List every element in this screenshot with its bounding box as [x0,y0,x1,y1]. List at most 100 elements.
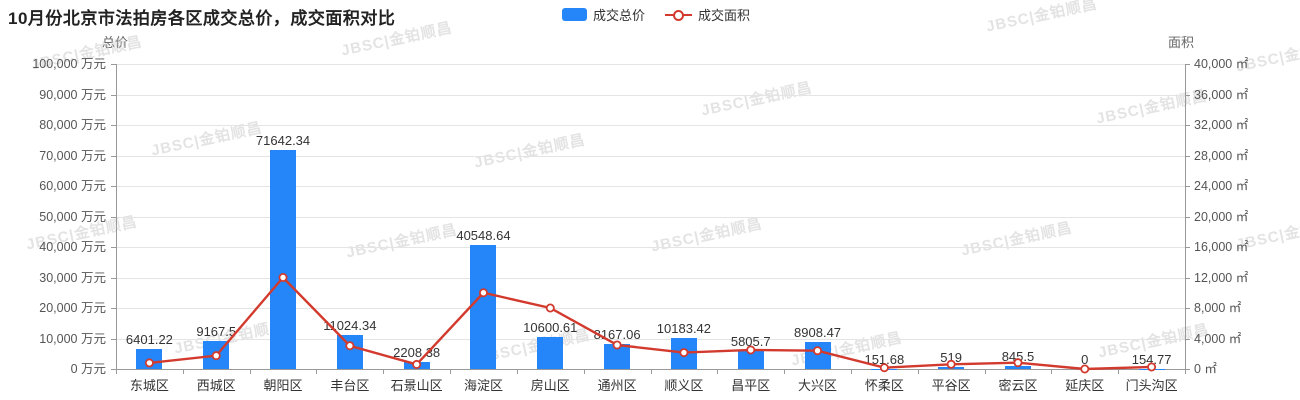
bar-value-label: 10183.42 [656,320,712,336]
bar-value-label: 11024.34 [323,318,377,334]
line-point[interactable] [612,340,622,350]
left-axis-tick-label: 30,000 万元 [39,270,106,285]
x-axis-category-label: 丰台区 [330,378,370,393]
left-axis-tick [111,216,116,218]
bar[interactable] [470,245,497,369]
right-axis-tick-label: 16,000 ㎡ [1194,240,1249,254]
gridline [116,308,1185,309]
gridline [116,155,1185,157]
line-point[interactable] [879,363,889,373]
left-axis-line [116,64,117,369]
legend-label: 成交面积 [698,8,751,23]
left-axis-tick-label: 80,000 万元 [39,118,106,132]
line-point[interactable] [1013,358,1023,368]
legend-label: 成交总价 [593,8,646,23]
left-axis-tick [111,155,116,157]
x-axis-category-label: 平谷区 [931,378,971,393]
line-point[interactable] [1147,362,1157,372]
line-point[interactable] [211,351,221,361]
left-axis-tick-label: 50,000 万元 [39,209,106,224]
line-point[interactable] [679,348,689,358]
right-axis-tick-label: 24,000 ㎡ [1194,179,1249,193]
x-axis-tick [1051,369,1053,374]
x-axis-tick [182,369,184,374]
right-axis-tick [1185,247,1190,248]
line-point[interactable] [144,358,154,368]
bar-value-label: 10600.61 [523,319,578,335]
left-axis-tick [111,277,116,279]
x-axis-tick [1118,369,1120,374]
line-point[interactable] [278,272,288,282]
x-axis-category-label: 门头沟区 [1125,378,1178,393]
left-axis-tick [111,369,116,370]
x-axis-category-label: 房山区 [530,378,570,393]
bar[interactable] [270,150,297,369]
bar[interactable] [336,335,363,369]
right-axis-tick [1185,338,1190,340]
x-axis-tick [784,369,786,374]
left-axis-tick-label: 70,000 万元 [39,148,106,163]
line-point[interactable] [412,359,422,369]
left-axis-tick [111,308,116,309]
line-point[interactable] [946,359,956,369]
left-axis-tick-label: 60,000 万元 [39,179,106,193]
right-axis-tick [1185,216,1190,218]
right-axis-tick-label: 12,000 ㎡ [1194,270,1249,285]
left-axis-tick [111,125,116,126]
right-axis-tick-label: 8,000 ㎡ [1194,301,1242,315]
gridline [116,277,1185,279]
x-axis-category-label: 大兴区 [798,378,838,393]
gridline [116,94,1185,96]
x-axis-category-label: 通州区 [597,378,637,393]
line-point[interactable] [478,288,488,298]
chart-title: 10月份北京市法拍房各区成交总价，成交面积对比 [8,9,396,28]
legend-item-area[interactable]: 成交面积 [665,5,750,24]
x-axis-category-label: 怀柔区 [864,378,904,393]
bar-value-label: 154.77 [1131,351,1172,367]
left-axis-name: 总价 [102,35,129,50]
line-point[interactable] [813,346,823,356]
right-axis-tick [1185,64,1190,65]
bar[interactable] [737,351,764,369]
line-point[interactable] [746,345,756,355]
right-axis-tick-label: 40,000 ㎡ [1194,57,1249,71]
right-axis-tick [1185,308,1190,309]
x-axis-tick [249,369,251,374]
x-axis-category-label: 石景山区 [390,378,443,393]
x-axis-category-label: 密云区 [998,378,1038,393]
line-point[interactable] [1080,364,1090,374]
left-axis-tick-label: 90,000 万元 [39,87,106,102]
x-axis-category-label: 东城区 [129,378,169,393]
bar-value-label: 519 [940,350,963,366]
line-point[interactable] [345,341,355,351]
right-axis-tick [1185,186,1190,187]
gridline [116,247,1185,248]
x-axis-tick [516,369,518,374]
right-axis-tick-label: 32,000 ㎡ [1194,118,1249,132]
right-axis-tick [1185,125,1190,126]
bar-value-label: 40548.64 [456,228,511,244]
right-axis-tick [1185,155,1190,157]
left-axis-tick-label: 40,000 万元 [39,240,106,254]
x-axis-category-label: 海淀区 [463,378,503,393]
right-axis-tick [1185,94,1190,96]
legend-item-total-price[interactable]: 成交总价 [562,5,645,24]
left-axis-tick [111,94,116,96]
line-point[interactable] [545,303,555,313]
x-axis-tick [650,369,652,374]
gridline [116,216,1185,218]
x-axis-tick [984,369,986,374]
bar[interactable] [537,336,564,369]
left-axis-tick [111,247,116,248]
gridline [116,338,1185,340]
legend: 成交总价 成交面积 [562,5,750,24]
right-axis-tick-label: 4,000 ㎡ [1194,331,1242,346]
x-axis-category-label: 朝阳区 [263,378,303,393]
bar[interactable] [1004,366,1031,369]
x-axis-category-label: 顺义区 [664,378,704,393]
gridline [116,125,1185,126]
x-axis-tick [383,369,385,374]
left-axis-tick [111,338,116,340]
x-axis-tick [116,369,117,374]
